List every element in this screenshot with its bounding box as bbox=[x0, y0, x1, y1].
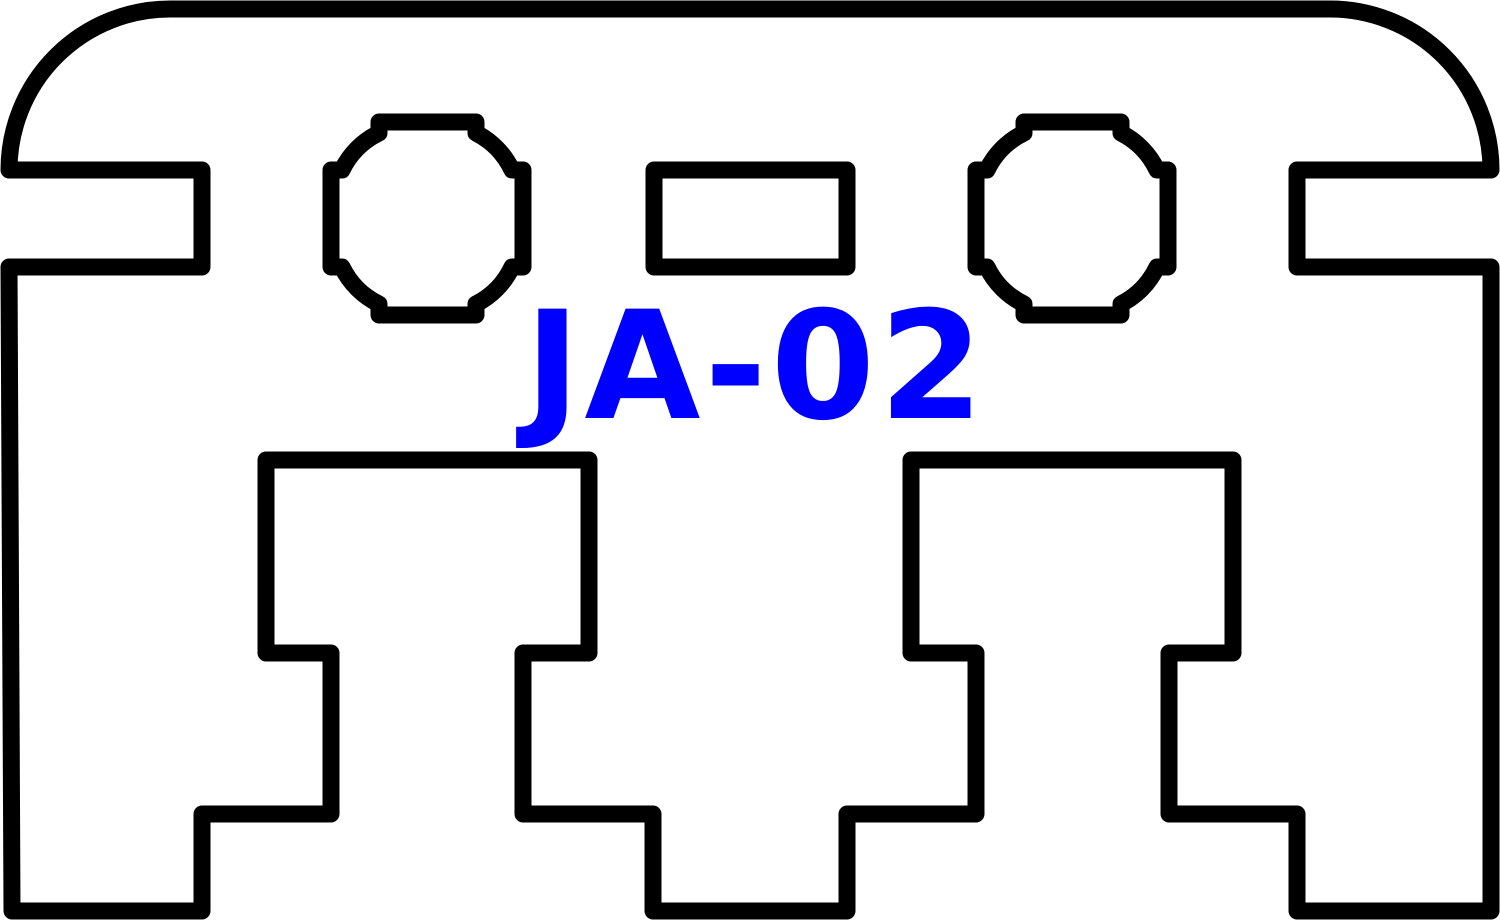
part-label: JA-02 bbox=[516, 280, 988, 454]
left-octagon-hole bbox=[322, 113, 532, 324]
center-rectangle-hole bbox=[645, 161, 856, 276]
right-octagon-hole bbox=[967, 113, 1177, 324]
